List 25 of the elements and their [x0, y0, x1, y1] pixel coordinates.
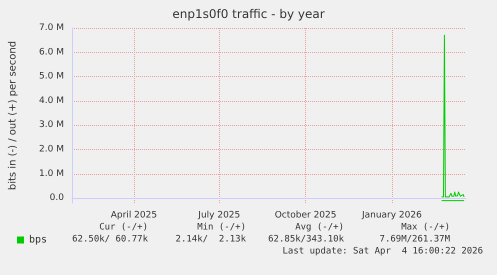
- text: 7.69M/261.37M: [380, 234, 451, 244]
- x-tick-label: October 2025: [274, 210, 336, 220]
- y-tick-label: 5.0 M: [39, 72, 64, 82]
- y-axis-title: bits in (-) / out (+) per second: [8, 40, 18, 190]
- y-tick-label: 1.0 M: [39, 168, 64, 179]
- text: Avg (-/+): [295, 222, 344, 232]
- x-tick-label: April 2025: [110, 210, 158, 220]
- chart-title: enp1s0f0 traffic - by year: [172, 7, 325, 21]
- y-tick-label: 0.0: [50, 193, 64, 204]
- text: 62.50k/ 60.77k: [72, 234, 149, 244]
- y-tick-label: 4.0 M: [39, 96, 64, 106]
- text: Cur (-/+): [99, 222, 148, 232]
- y-tick-label: 7.0 M: [39, 23, 64, 33]
- text: 2.14k/ 2.13k: [176, 234, 247, 244]
- line-series: [441, 34, 465, 198]
- y-tick-label: 2.0 M: [39, 144, 64, 155]
- text: Last update: Sat Apr 4 16:00:22 2026: [282, 246, 483, 256]
- x-tick-label: January 2026: [360, 210, 422, 220]
- text: Max (-/+): [401, 222, 450, 232]
- text: 62.85k/343.10k: [268, 234, 345, 244]
- legend-label: bps: [29, 234, 48, 246]
- x-tick-label: July 2025: [197, 210, 240, 220]
- y-tick-label: 6.0 M: [39, 47, 64, 58]
- text: Min (-/+): [197, 222, 246, 232]
- y-tick-label: 3.0 M: [39, 120, 64, 130]
